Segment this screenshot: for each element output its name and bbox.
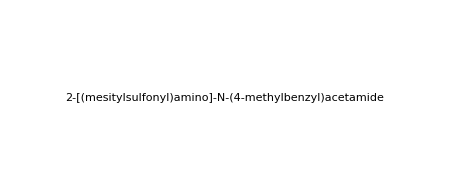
Text: 2-[(mesitylsulfonyl)amino]-N-(4-methylbenzyl)acetamide: 2-[(mesitylsulfonyl)amino]-N-(4-methylbe… bbox=[66, 93, 384, 103]
